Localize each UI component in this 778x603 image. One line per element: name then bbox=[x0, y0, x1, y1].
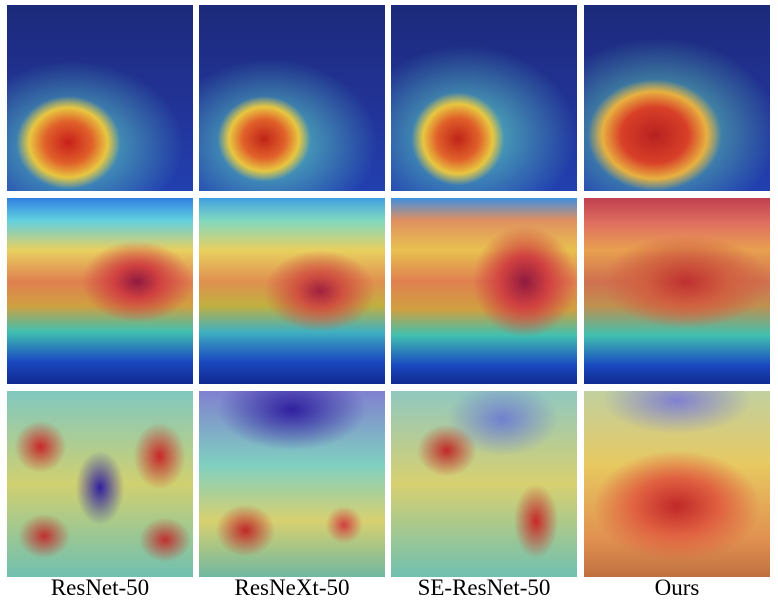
heatmap-image bbox=[7, 198, 193, 384]
heatmap-image bbox=[199, 198, 385, 384]
heatmap-image bbox=[391, 5, 577, 191]
heatmap-image bbox=[391, 391, 577, 577]
heatmap-image bbox=[584, 5, 770, 191]
heatmap-image bbox=[584, 198, 770, 384]
column-label: ResNet-50 bbox=[50, 575, 150, 600]
column-label: Ours bbox=[654, 575, 700, 600]
heatmap-image bbox=[7, 5, 193, 191]
heatmap-image bbox=[391, 198, 577, 384]
heatmap-image bbox=[199, 5, 385, 191]
heatmap-image bbox=[584, 391, 770, 577]
heatmap-image bbox=[199, 391, 385, 577]
column-label: ResNeXt-50 bbox=[234, 575, 350, 600]
heatmap-image bbox=[7, 391, 193, 577]
column-label: SE-ResNet-50 bbox=[417, 575, 551, 600]
